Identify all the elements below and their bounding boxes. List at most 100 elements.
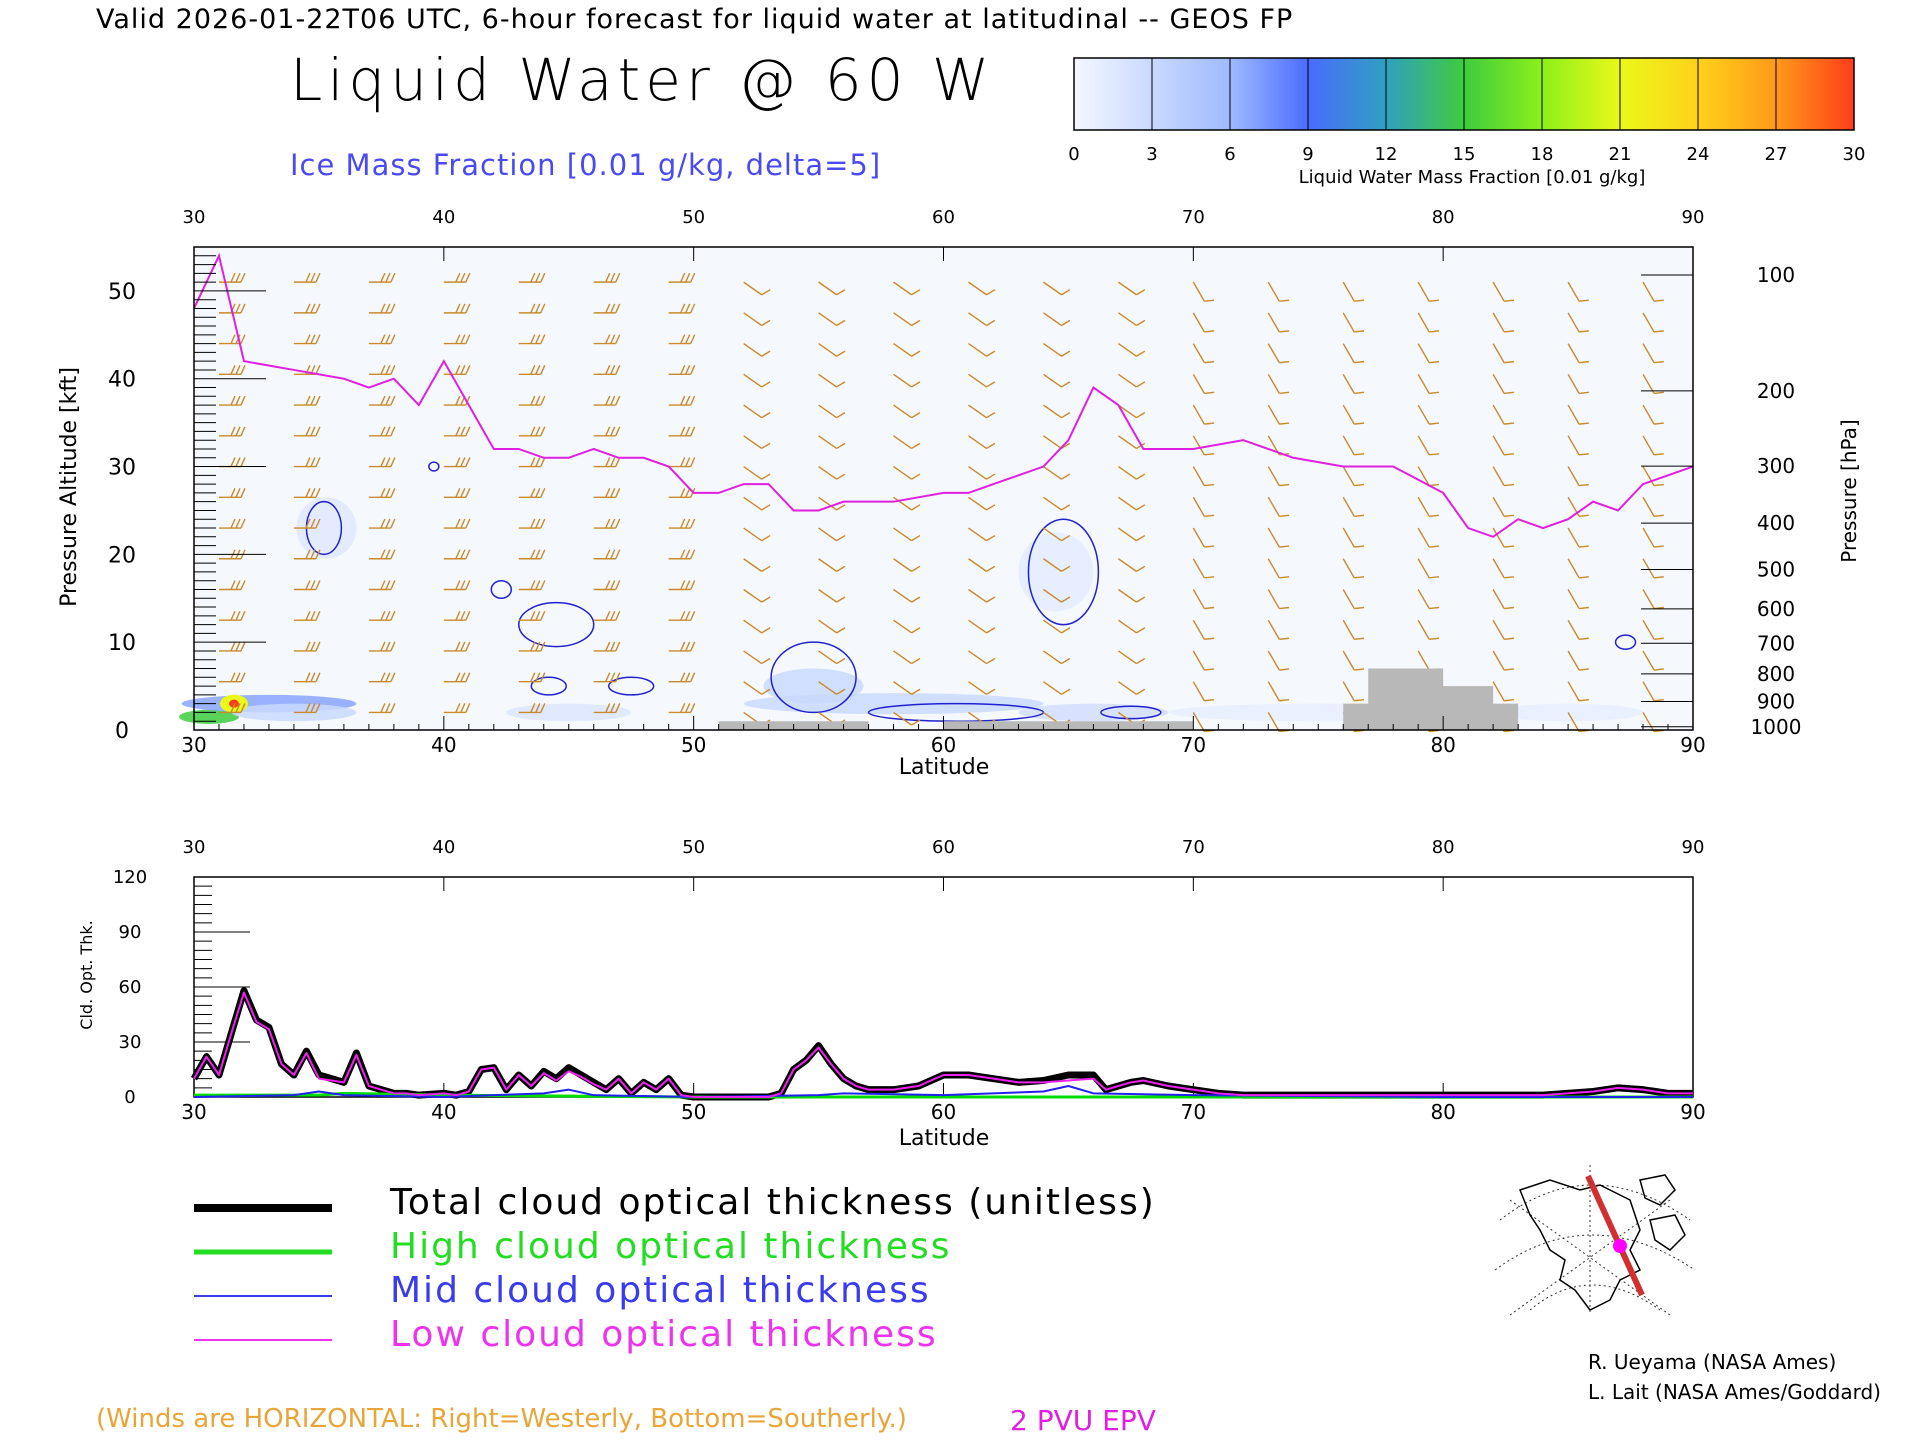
legend-item-mid: Mid cloud optical thickness	[194, 1270, 929, 1311]
wind-barb	[1492, 312, 1515, 333]
wind-barb	[443, 365, 471, 376]
wind-barb	[518, 334, 546, 345]
cot-x-tick-label: 80	[1430, 1100, 1455, 1124]
plot-background	[194, 247, 1693, 730]
wind-barb	[593, 641, 621, 652]
wind-barb	[893, 343, 921, 357]
wind-barb	[1417, 343, 1440, 364]
cot-xlabel: Latitude	[899, 1126, 990, 1151]
wind-barb	[1492, 466, 1515, 487]
wind-barb	[1567, 466, 1589, 487]
wind-barb	[893, 711, 921, 726]
wind-barb	[218, 580, 246, 591]
wind-barb	[668, 580, 696, 591]
wind-barb	[818, 343, 846, 357]
wind-barb	[1492, 558, 1515, 579]
y-tick-label: 50	[108, 280, 136, 305]
wind-barb	[1267, 496, 1290, 518]
cot-x-tick-label: 90	[1680, 1100, 1705, 1124]
legend-label-high: High cloud optical thickness	[390, 1226, 951, 1267]
wind-barb	[443, 610, 471, 621]
pressure-tick-label: 800	[1757, 662, 1795, 686]
wind-barb	[1567, 681, 1589, 702]
legend-item-total: Total cloud optical thickness (unitless)	[194, 1182, 1156, 1223]
y-tick-label: 40	[108, 368, 136, 393]
wind-barb	[893, 558, 921, 572]
wind-barb	[818, 281, 846, 296]
wind-barb	[1267, 373, 1290, 395]
wind-barb	[1117, 496, 1146, 511]
wind-barb	[443, 672, 471, 683]
cot-x-tick-label-top: 90	[1682, 837, 1705, 858]
wind-barb	[1043, 343, 1071, 357]
wind-barb	[818, 312, 846, 327]
wind-barb	[1417, 589, 1440, 610]
wind-barb	[818, 496, 846, 511]
wind-barb	[1267, 343, 1290, 364]
cot-x-tick-label-top: 80	[1432, 837, 1455, 858]
wind-barb	[1267, 312, 1290, 333]
wind-barb	[668, 395, 696, 406]
wind-barb	[518, 487, 546, 498]
wind-barb	[1567, 589, 1589, 610]
wind-barb	[368, 487, 396, 498]
wind-barb	[968, 588, 996, 603]
wind-barb	[668, 426, 696, 437]
wind-barb	[518, 703, 546, 714]
map-transect	[1585, 1174, 1645, 1297]
cot-x-tick-label-top: 60	[932, 837, 955, 858]
wind-barb	[1567, 558, 1589, 579]
wind-barb	[218, 518, 246, 529]
pressure-tick-label: 200	[1757, 379, 1795, 403]
cot-x-tick-label-top: 50	[682, 837, 705, 858]
wind-barb	[1642, 496, 1664, 518]
wind-barb	[668, 334, 696, 345]
wind-barb	[1342, 343, 1365, 364]
wind-barb	[818, 558, 846, 572]
wind-barb	[1342, 589, 1365, 610]
wind-barb	[1342, 435, 1365, 456]
wind-barb	[293, 703, 321, 714]
legend-item-low: Low cloud optical thickness	[194, 1314, 936, 1355]
wind-barb	[1043, 312, 1071, 327]
wind-barb	[818, 588, 846, 603]
credit-2: L. Lait (NASA Ames/Goddard)	[1588, 1380, 1881, 1404]
wind-barb	[1267, 466, 1290, 487]
wind-barb	[1117, 465, 1146, 480]
optical-thickness-axes: 30 30 40 40 50 50 60 60 70 70 80 80 90 90 0 30 60 90 120	[113, 837, 1706, 1124]
wind-barb	[893, 496, 921, 511]
x-tick-label: 60	[931, 733, 956, 757]
wind-barb	[818, 650, 846, 665]
wind-barb	[293, 457, 321, 468]
wind-barb	[1567, 312, 1589, 333]
wind-barb	[1342, 527, 1365, 548]
wind-barb	[1417, 527, 1440, 548]
wind-barb	[518, 365, 546, 376]
cot-x-tick-label-top: 40	[432, 837, 455, 858]
wind-barb	[1043, 619, 1071, 634]
wind-barb	[518, 672, 546, 683]
colorbar-tick-label: 27	[1765, 144, 1788, 165]
series-line-low	[193, 991, 1693, 1098]
legend-label-total: Total cloud optical thickness (unitless)	[389, 1182, 1156, 1223]
wind-barb	[1492, 404, 1515, 425]
wind-barb	[743, 496, 771, 511]
wind-barb	[1342, 466, 1365, 487]
epv-2pvu-line	[193, 252, 1694, 538]
pressure-tick-label: 300	[1757, 454, 1795, 478]
wind-barb	[743, 527, 771, 542]
wind-barb	[368, 272, 396, 283]
wind-barb	[1117, 281, 1146, 296]
wind-barb	[668, 365, 696, 376]
wind-barb	[1492, 527, 1515, 548]
wind-barb	[968, 619, 996, 634]
main-ylabel-right: Pressure [hPa]	[1837, 419, 1861, 562]
wind-barb	[743, 558, 771, 572]
wind-barb	[893, 281, 921, 296]
ice-contour	[428, 461, 440, 472]
colorbar-tick-label: 30	[1843, 144, 1866, 165]
wind-barb	[743, 404, 771, 419]
wind-barb	[368, 610, 396, 621]
wind-barb	[1043, 558, 1071, 572]
wind-barb	[743, 435, 771, 450]
